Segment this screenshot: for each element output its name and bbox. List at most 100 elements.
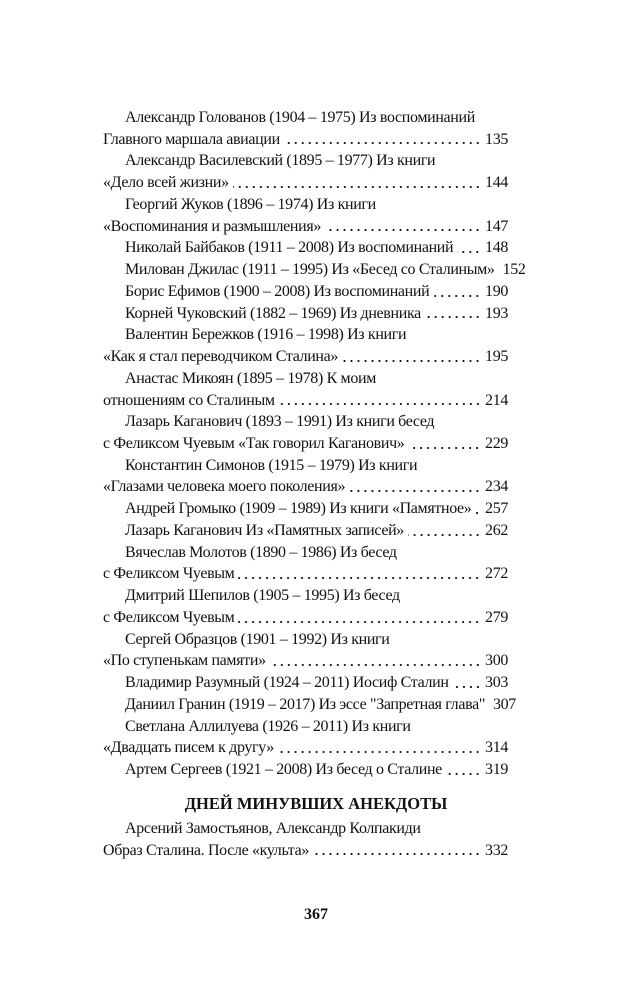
entry-text: «По ступенькам памяти» (103, 652, 266, 670)
page-ref: 307 (493, 695, 516, 713)
dot-leader (475, 510, 482, 515)
page-ref: 303 (485, 674, 508, 692)
page-ref: 152 (502, 261, 526, 279)
toc-line: «Двадцать писем к другу» 314 (103, 737, 508, 759)
toc-line: с Феликсом Чуевым «Так говорил Каганович… (103, 433, 508, 455)
entry-text: с Феликсом Чуевым (103, 608, 235, 626)
dot-leader (407, 532, 482, 537)
dot-leader (433, 293, 482, 298)
toc-line: Светлана Аллилуева (1926 – 2011) Из книг… (103, 716, 508, 738)
dot-leader (325, 228, 482, 233)
toc-line: Георгий Жуков (1896 – 1974) Из книги (103, 194, 508, 216)
entry-text: «Как я стал переводчиком Сталина» (103, 348, 339, 366)
toc-line: Анастас Микоян (1895 – 1978) К моим (103, 368, 508, 390)
entry-text: Константин Симонов (1915 – 1979) Из книг… (125, 456, 418, 474)
entry-text: Образ Сталина. После «культа» (103, 841, 310, 859)
entry-text: Главного маршала авиации (103, 130, 280, 148)
dot-leader (269, 663, 482, 668)
dot-leader (238, 619, 482, 624)
toc-line: «Глазами человека моего поколения» 234 (103, 476, 508, 498)
dot-leader (424, 315, 482, 320)
entry-text: Георгий Жуков (1896 – 1974) Из книги (125, 195, 376, 213)
toc-line: «Воспоминания и размышления» 147 (103, 216, 508, 238)
toc-line: Арсений Замостьянов, Александр Колпакиди (103, 818, 508, 840)
entry-text: с Феликсом Чуевым (103, 565, 235, 583)
page-ref: 193 (485, 304, 508, 322)
dot-leader (232, 184, 482, 189)
toc-line: с Феликсом Чуевым 272 (103, 563, 508, 585)
entry-text: Борис Ефимов (1900 – 2008) Из воспоминан… (125, 282, 430, 300)
toc-line: Борис Ефимов (1900 – 2008) Из воспоминан… (103, 281, 508, 303)
page-ref: 279 (485, 608, 508, 626)
toc-line: Лазарь Каганович (1893 – 1991) Из книги … (103, 411, 508, 433)
toc-line: Даниил Гранин (1919 – 2017) Из эссе "Зап… (103, 694, 516, 716)
page-ref: 319 (485, 761, 508, 779)
entry-text: «Глазами человека моего поколения» (103, 478, 346, 496)
page-ref: 234 (485, 478, 508, 496)
entry-text: Корней Чуковский (1882 – 1969) Из дневни… (125, 304, 421, 322)
dot-leader (238, 576, 482, 581)
toc-line: Корней Чуковский (1882 – 1969) Из дневни… (103, 303, 508, 325)
page-ref: 332 (485, 841, 508, 859)
toc-line: Сергей Образцов (1901 – 1992) Из книги (103, 629, 508, 651)
toc-line: Дмитрий Шепилов (1905 – 1995) Из бесед (103, 585, 508, 607)
dot-leader (445, 771, 482, 776)
dot-leader (313, 852, 482, 857)
entry-text: Даниил Гранин (1919 – 2017) Из эссе "Зап… (125, 695, 485, 713)
page-ref: 300 (485, 652, 508, 670)
page-ref: 262 (485, 521, 508, 539)
dot-leader (349, 489, 482, 494)
dot-leader (342, 358, 482, 363)
toc-line: Лазарь Каганович Из «Памятных записей» 26… (103, 520, 508, 542)
entry-text: «Дело всей жизни» (103, 174, 229, 192)
entry-text: Артем Сергеев (1921 – 2008) Из бесед о С… (125, 761, 442, 779)
page-ref: 214 (485, 391, 508, 409)
entry-text: Анастас Микоян (1895 – 1978) К моим (125, 369, 376, 387)
entry-text: Дмитрий Шепилов (1905 – 1995) Из бесед (125, 587, 400, 605)
page-ref: 144 (485, 174, 508, 192)
table-of-contents: Александр Голованов (1904 – 1975) Из вос… (103, 107, 526, 781)
toc-line: Николай Байбаков (1911 – 2008) Из воспом… (103, 237, 508, 259)
dot-leader (452, 684, 482, 689)
page-ref: 272 (485, 565, 508, 583)
page-ref: 195 (485, 348, 508, 366)
toc-line: «Дело всей жизни» 144 (103, 172, 508, 194)
page-number: 367 (304, 906, 328, 923)
entry-text: Лазарь Каганович Из «Памятных записей» (125, 521, 404, 539)
entry-text: «Воспоминания и размышления» (103, 217, 321, 235)
entry-text: Валентин Бережков (1916 – 1998) Из книги (125, 326, 407, 344)
entry-text: Владимир Разумный (1924 – 2011) Иосиф Ст… (125, 674, 449, 692)
toc-line: Артем Сергеев (1921 – 2008) Из бесед о С… (103, 759, 508, 781)
entry-text: Милован Джилас (1911 – 1995) Из «Бесед с… (125, 261, 495, 279)
toc-line: Владимир Разумный (1924 – 2011) Иосиф Ст… (103, 672, 508, 694)
entry-text: Арсений Замостьянов, Александр Колпакиди (125, 820, 421, 837)
dot-leader (278, 402, 482, 407)
page-ref: 190 (485, 282, 508, 300)
page-ref: 257 (485, 500, 508, 518)
toc-line: Константин Симонов (1915 – 1979) Из книг… (103, 455, 508, 477)
entry-text: Николай Байбаков (1911 – 2008) Из воспом… (125, 239, 454, 257)
toc-line: Милован Джилас (1911 – 1995) Из «Бесед с… (103, 259, 526, 281)
toc-line: Вячеслав Молотов (1890 – 1986) Из бесед (103, 542, 508, 564)
page-ref: 135 (485, 130, 508, 148)
page-ref: 229 (485, 435, 508, 453)
entry-text: Лазарь Каганович (1893 – 1991) Из книги … (125, 413, 435, 431)
toc-line: «Как я стал переводчиком Сталина» 195 (103, 346, 508, 368)
toc-line: Главного маршала авиации 135 (103, 129, 508, 151)
dot-leader (277, 750, 482, 755)
toc-line: Александр Василевский (1895 – 1977) Из к… (103, 150, 508, 172)
toc-line: Андрей Громыко (1909 – 1989) Из книги «П… (103, 498, 508, 520)
section-entries: Арсений Замостьянов, Александр Колпакиди… (103, 818, 508, 861)
toc-line: Образ Сталина. После «культа» 332 (103, 840, 508, 862)
dot-leader (457, 250, 482, 255)
page-ref: 147 (485, 217, 508, 235)
dot-leader (283, 141, 482, 146)
entry-text: Сергей Образцов (1901 – 1992) Из книги (125, 630, 390, 648)
entry-text: с Феликсом Чуевым «Так говорил Каганович… (103, 435, 405, 453)
entry-text: Вячеслав Молотов (1890 – 1986) Из бесед (125, 543, 397, 561)
entry-text: Андрей Громыко (1909 – 1989) Из книги «П… (125, 500, 472, 518)
entry-text: Александр Василевский (1895 – 1977) Из к… (125, 152, 436, 170)
toc-line: отношениям со Сталиным 214 (103, 390, 508, 412)
section-title: ДНЕЙ МИНУВШИХ АНЕКДОТЫ (184, 794, 448, 813)
